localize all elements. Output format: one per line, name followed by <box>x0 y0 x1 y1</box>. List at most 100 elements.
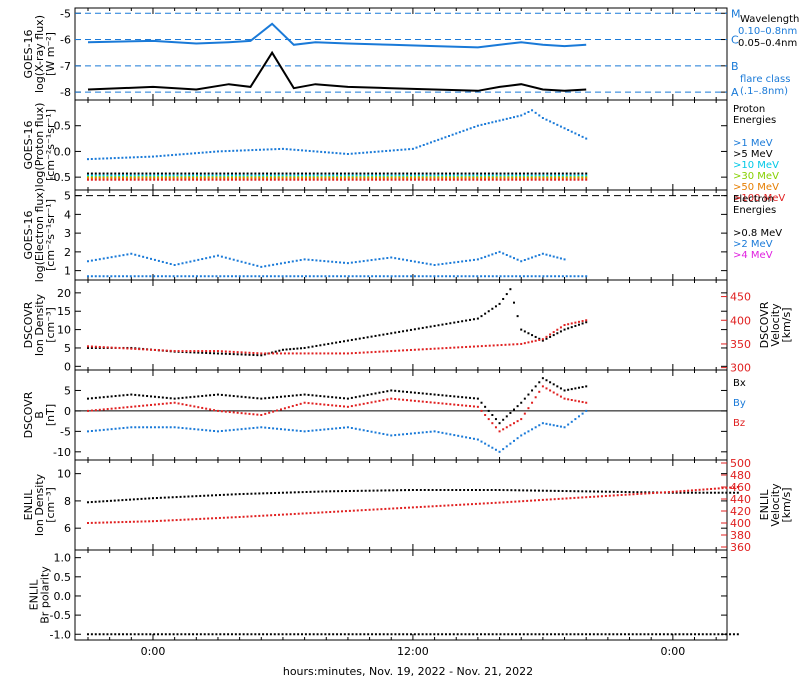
data-point <box>378 172 381 175</box>
data-point <box>134 253 137 256</box>
data-point <box>110 633 113 636</box>
data-point <box>515 177 518 180</box>
data-point <box>86 397 89 400</box>
data-point <box>552 331 555 334</box>
data-point <box>287 261 290 264</box>
data-point <box>278 349 281 352</box>
data-point <box>482 489 485 491</box>
data-point <box>441 323 444 326</box>
data-point <box>437 402 440 405</box>
data-point <box>215 275 218 278</box>
data-point <box>134 405 137 408</box>
data-point <box>323 395 326 398</box>
data-point <box>223 176 226 179</box>
data-point <box>520 418 523 421</box>
data-point <box>157 403 160 406</box>
data-point <box>281 178 284 181</box>
data-point <box>346 426 349 429</box>
data-point <box>137 172 140 175</box>
data-point <box>333 510 336 513</box>
data-point <box>133 633 136 636</box>
data-point <box>468 178 471 181</box>
data-point <box>130 347 133 350</box>
data-point <box>448 176 451 179</box>
data-point <box>151 497 154 500</box>
data-point <box>577 386 580 389</box>
data-point <box>487 122 490 125</box>
data-point <box>509 288 512 291</box>
legend-entry: >10 MeV <box>733 160 779 171</box>
data-point <box>425 174 428 177</box>
data-point <box>527 257 530 260</box>
data-point <box>374 400 377 403</box>
data-point <box>324 275 327 278</box>
data-point <box>342 261 345 264</box>
data-point <box>386 350 389 353</box>
data-point <box>336 178 339 181</box>
data-point <box>709 633 712 636</box>
data-point <box>371 176 374 179</box>
data-point <box>480 123 483 126</box>
data-point <box>327 352 330 355</box>
data-point <box>502 489 505 492</box>
data-point <box>358 337 361 340</box>
data-point <box>328 633 331 636</box>
data-point <box>102 172 105 175</box>
data-point <box>346 153 349 155</box>
data-point <box>394 398 397 401</box>
data-point <box>161 396 164 399</box>
data-point <box>90 259 93 262</box>
data-point <box>523 412 526 415</box>
data-point <box>565 177 568 180</box>
data-point <box>390 174 393 177</box>
data-point <box>347 633 350 636</box>
data-point <box>277 275 280 278</box>
data-point <box>354 261 357 264</box>
data-point <box>86 158 89 161</box>
data-point <box>378 633 381 636</box>
data-point <box>402 176 405 179</box>
data-point <box>132 520 135 523</box>
data-point <box>386 633 389 636</box>
data-point <box>509 442 512 445</box>
data-point <box>600 490 603 493</box>
data-point <box>437 431 440 434</box>
data-point <box>425 431 428 434</box>
data-point <box>299 429 302 432</box>
data-point <box>460 172 463 175</box>
data-point <box>374 350 377 353</box>
data-point <box>563 426 566 429</box>
data-point <box>465 404 468 407</box>
panel-frame <box>74 279 728 371</box>
data-point <box>441 275 444 278</box>
data-point <box>404 506 407 509</box>
data-point <box>515 275 518 278</box>
data-point <box>487 418 490 421</box>
y-tick-label: 5 <box>64 384 71 397</box>
data-point <box>125 172 128 175</box>
data-point <box>444 136 447 139</box>
legend-entry: By <box>733 398 746 409</box>
data-point <box>662 633 665 636</box>
data-point <box>417 172 420 175</box>
data-point <box>476 178 479 181</box>
data-point <box>244 396 247 399</box>
data-point <box>258 172 261 175</box>
data-point <box>98 157 101 160</box>
data-point <box>407 489 410 492</box>
y-axis-label-right-line: Velocity <box>769 303 782 347</box>
data-point <box>441 176 444 179</box>
data-point <box>359 172 362 175</box>
data-point <box>98 275 101 278</box>
data-point <box>386 174 389 177</box>
data-point <box>507 172 510 175</box>
data-point <box>219 176 222 179</box>
data-point <box>157 177 160 180</box>
data-point <box>419 505 422 508</box>
data-point <box>305 490 308 493</box>
data-point <box>175 519 178 522</box>
data-point <box>254 515 257 518</box>
data-point <box>266 177 269 180</box>
data-point <box>679 491 682 494</box>
data-point <box>516 315 519 318</box>
